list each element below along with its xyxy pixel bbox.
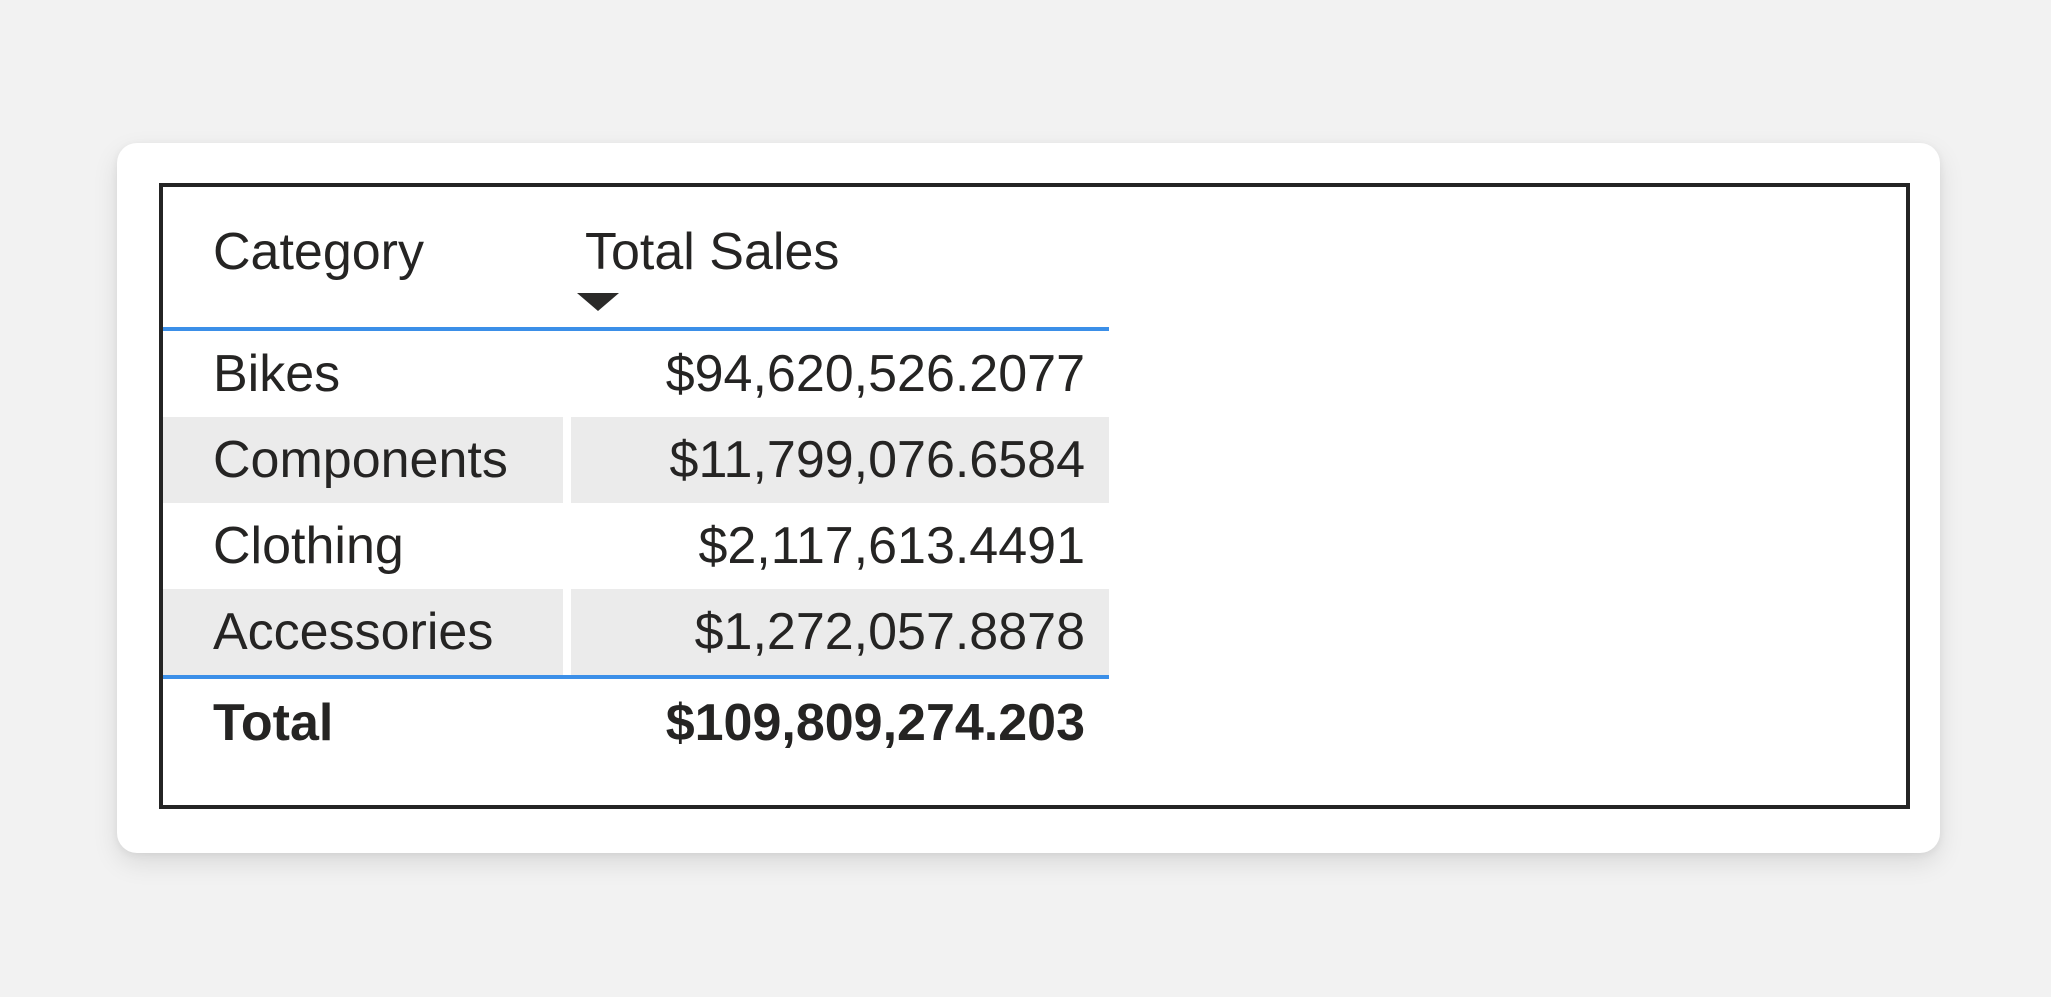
total-separator <box>163 675 1109 679</box>
table-header-row: Category Total Sales <box>163 187 1109 327</box>
table-row[interactable]: Accessories $1,272,057.8878 <box>163 589 1109 675</box>
total-row: Total $109,809,274.203 <box>163 679 1109 767</box>
category-cell[interactable]: Bikes <box>213 345 341 403</box>
category-cell[interactable]: Clothing <box>213 517 404 575</box>
table-row[interactable]: Bikes $94,620,526.2077 <box>163 331 1109 417</box>
column-gap <box>563 417 571 503</box>
column-header-category-label: Category <box>213 223 424 281</box>
category-cell[interactable]: Components <box>163 417 563 503</box>
total-value-cell: $109,809,274.203 <box>665 694 1085 752</box>
table-row[interactable]: Clothing $2,117,613.4491 <box>163 503 1109 589</box>
column-gap <box>563 679 571 767</box>
total-sales-cell[interactable]: $2,117,613.4491 <box>698 517 1085 575</box>
total-label-cell: Total <box>213 694 334 752</box>
table-visual[interactable]: Category Total Sales Bikes $94,620,526.2… <box>159 183 1910 809</box>
table-grid: Category Total Sales Bikes $94,620,526.2… <box>163 187 1109 767</box>
column-header-category[interactable]: Category <box>163 187 563 327</box>
visual-card: Category Total Sales Bikes $94,620,526.2… <box>117 143 1940 853</box>
category-cell[interactable]: Accessories <box>163 589 563 675</box>
total-sales-cell[interactable]: $1,272,057.8878 <box>571 589 1109 675</box>
column-gap <box>563 503 571 589</box>
total-sales-cell[interactable]: $94,620,526.2077 <box>665 345 1085 403</box>
sort-descending-icon[interactable] <box>577 293 619 311</box>
table-row[interactable]: Components $11,799,076.6584 <box>163 417 1109 503</box>
column-gap <box>563 331 571 417</box>
column-header-total-sales[interactable]: Total Sales <box>563 187 1109 327</box>
column-header-total-sales-label: Total Sales <box>585 223 840 281</box>
total-sales-cell[interactable]: $11,799,076.6584 <box>571 417 1109 503</box>
column-gap <box>563 589 571 675</box>
header-separator <box>163 327 1109 331</box>
